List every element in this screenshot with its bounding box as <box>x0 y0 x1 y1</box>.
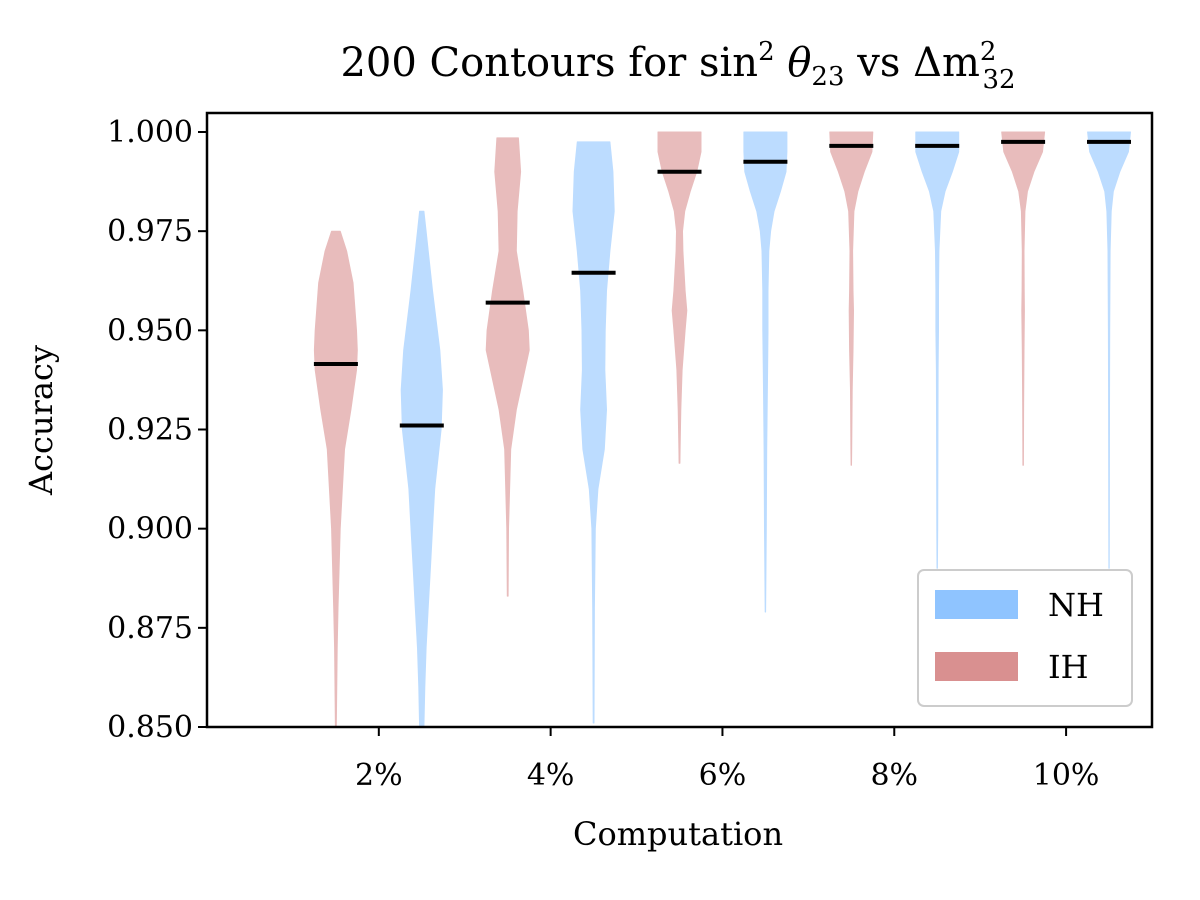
violin-nh-4 <box>572 141 615 724</box>
violin-ih-1 <box>313 230 358 728</box>
legend-label-ih: IH <box>1048 648 1089 686</box>
y-axis: 0.850 0.875 0.900 0.925 0.950 0.975 1.000 <box>107 115 207 745</box>
x-tick-label: 6% <box>699 758 747 793</box>
y-tick-label: 1.000 <box>107 115 193 150</box>
violin-nh-6 <box>743 131 788 613</box>
y-axis-label: Accuracy <box>22 345 60 496</box>
x-tick-label: 8% <box>870 758 918 793</box>
x-tick-label: 10% <box>1033 758 1100 793</box>
y-tick-label: 0.850 <box>107 710 193 745</box>
violin-ih-5 <box>657 131 702 464</box>
violin-nh-8 <box>915 131 960 569</box>
x-axis-label: Computation <box>573 815 783 853</box>
legend-swatch-ih <box>935 652 1018 681</box>
chart-title: 200 Contours for sin2 θ23 vs Δm2 32 <box>340 37 1015 95</box>
legend-swatch-nh <box>935 590 1018 619</box>
y-tick-label: 0.925 <box>107 413 193 448</box>
x-tick-label: 4% <box>527 758 575 793</box>
medians-layer <box>313 139 1131 428</box>
x-axis: 2% 4% 6% 8% 10% <box>355 727 1099 793</box>
violin-ih-3 <box>485 137 530 597</box>
y-tick-label: 0.950 <box>107 313 193 348</box>
y-tick-label: 0.875 <box>107 611 193 646</box>
violin-ih-9 <box>1001 131 1046 466</box>
legend: NH IH <box>917 569 1133 707</box>
violin-nh-2 <box>400 210 443 728</box>
violins-layer <box>313 131 1131 728</box>
y-tick-label: 0.900 <box>107 512 193 547</box>
x-tick-label: 2% <box>355 758 403 793</box>
violin-ih-7 <box>829 131 874 466</box>
violin-nh-10 <box>1087 131 1131 569</box>
plot-frame <box>205 111 1154 729</box>
y-tick-label: 0.975 <box>107 214 193 249</box>
legend-label-nh: NH <box>1048 586 1104 624</box>
